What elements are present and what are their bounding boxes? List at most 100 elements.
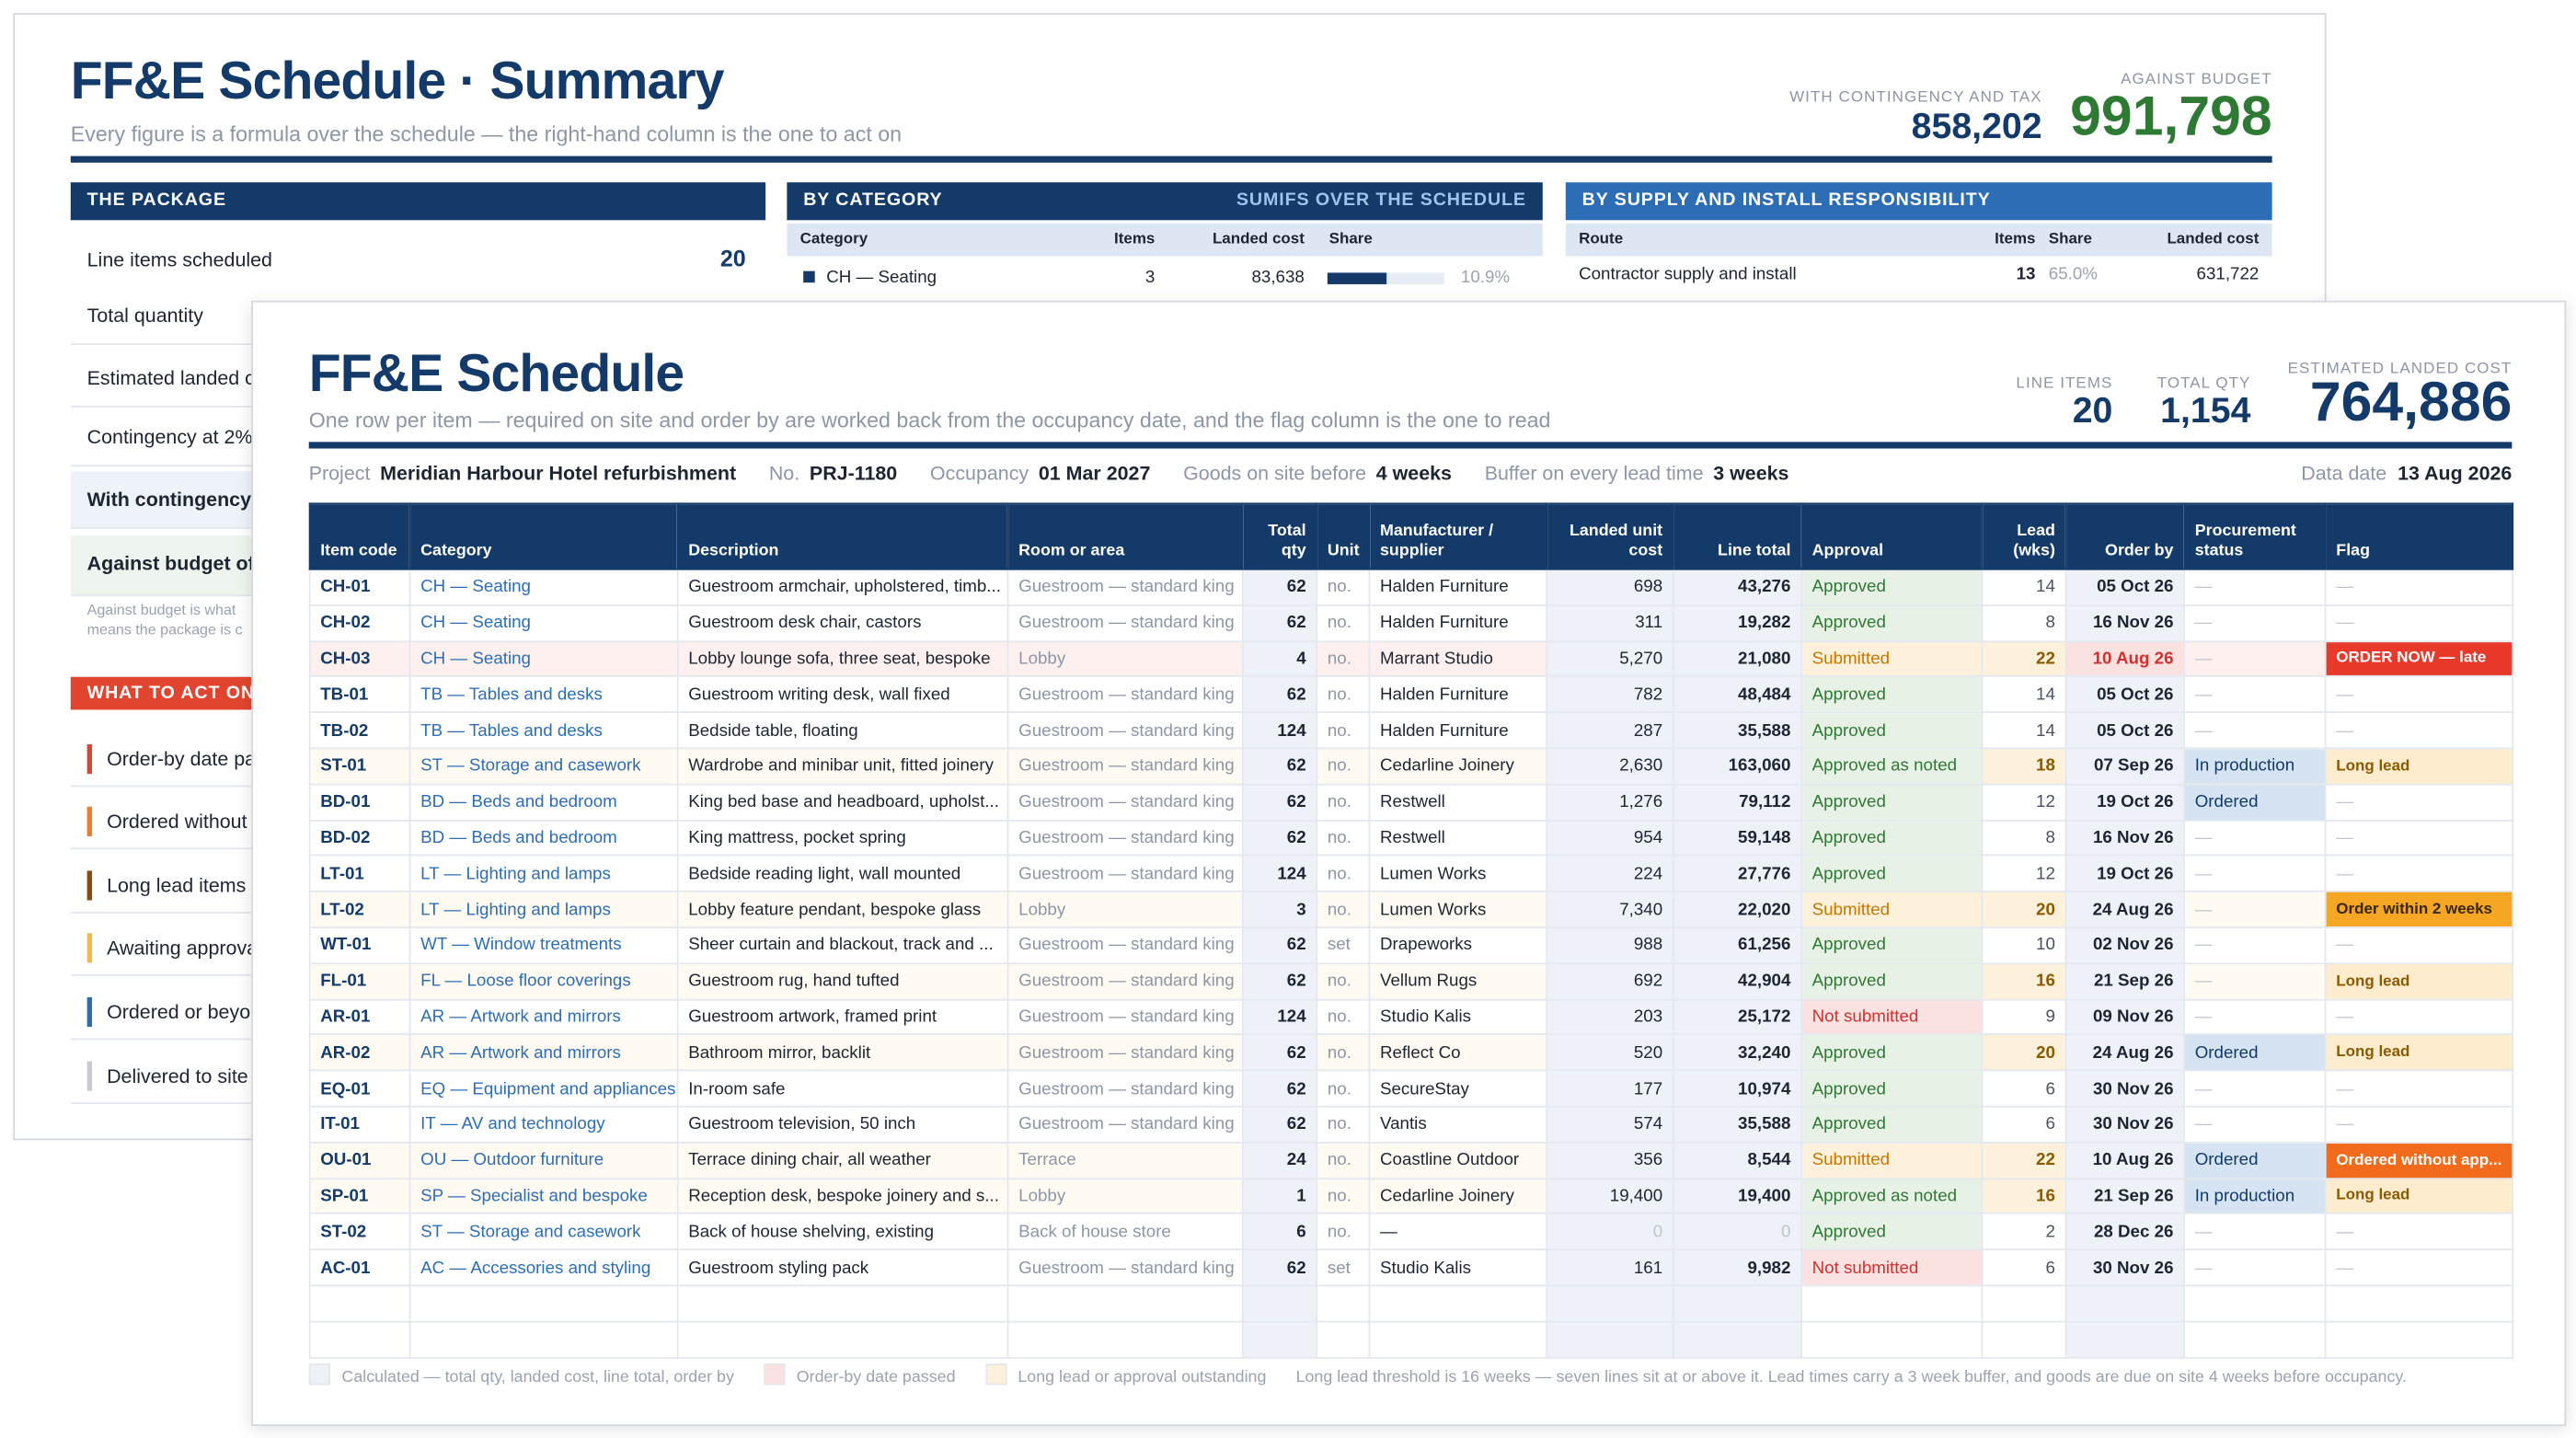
category-name: CH — Seating [826, 268, 937, 288]
meta-item: Buffer on every lead time 3 weeks [1485, 462, 1789, 485]
cell: — [2324, 783, 2514, 822]
cell: 161 [1546, 1248, 1674, 1287]
column-label: Share [1328, 229, 1373, 248]
cell: — [2324, 926, 2514, 964]
cell: OU — Outdoor furniture [408, 1141, 679, 1179]
cell: no. [1316, 639, 1371, 678]
cell: King bed base and headboard, upholst... [676, 783, 1009, 822]
meta-value: PRJ-1180 [809, 461, 898, 485]
cell: 62 [1241, 962, 1318, 1000]
cell: 18 [1981, 747, 2067, 786]
column-label: Items [1995, 229, 2036, 248]
cell: Submitted [1800, 891, 1984, 928]
act-label: Delivered to site [107, 1064, 248, 1088]
cell: 16 Nov 26 [2064, 819, 2185, 857]
cell: 21 Sep 26 [2064, 962, 2185, 1000]
cell: Bedside table, floating [676, 711, 1009, 750]
cell: ST — Storage and casework [408, 747, 679, 786]
cell: 12 [1981, 783, 2067, 822]
cell: WT-01 [308, 926, 411, 964]
cell: Vellum Rugs [1368, 962, 1548, 1000]
column-header: Room or area [1006, 502, 1244, 570]
cell: — [2183, 962, 2327, 1000]
cell: SecureStay [1368, 1069, 1548, 1108]
cell: LT — Lighting and lamps [408, 891, 679, 928]
cell: 09 Nov 26 [2064, 997, 2185, 1036]
cell: Ordered [2183, 1033, 2327, 1072]
cell: 4 [1241, 639, 1318, 678]
cell: BD — Beds and bedroom [408, 819, 679, 857]
column-header: Route Items Share Landed cost [1565, 223, 2272, 257]
cell: no. [1316, 1033, 1371, 1072]
cell: — [2183, 997, 2327, 1036]
cell: Guestroom armchair, upholstered, timb... [676, 568, 1009, 606]
category-swatch [803, 270, 815, 283]
cell: 1 [1241, 1177, 1318, 1215]
cell: 311 [1546, 604, 1674, 642]
cell: 287 [1546, 711, 1674, 750]
empty-cell [1241, 1284, 1318, 1323]
cell: 62 [1241, 926, 1318, 964]
cell: Guestroom — standard king [1006, 1069, 1244, 1108]
cell: Approved [1800, 783, 1984, 822]
cell: — [2324, 568, 2514, 606]
item-row: CH-01 CH — Seating Guestroom armchair, uph… [308, 568, 2514, 606]
item-row: CH-02 CH — Seating Guestroom desk chair, c… [308, 604, 2514, 642]
category-row: CH — Seating 3 83,638 10.9% [787, 259, 1542, 295]
empty-cell [1006, 1284, 1244, 1323]
cell: 22 [1981, 1141, 2067, 1179]
cell: — [2324, 1248, 2514, 1287]
cell: Ordered [2183, 1141, 2327, 1179]
cell: Approved [1800, 1033, 1984, 1072]
item-row: WT-01 WT — Window treatments Sheer curtain… [308, 926, 2514, 964]
cell: CH-01 [308, 568, 411, 606]
empty-cell [408, 1320, 679, 1358]
empty-cell [1800, 1284, 1984, 1323]
cell: 20 [1981, 891, 2067, 928]
cell: Guestroom television, 50 inch [676, 1105, 1009, 1144]
meta-label: Goods on site before [1183, 461, 1367, 485]
cell: TB-02 [308, 711, 411, 750]
cell: Guestroom — standard king [1006, 962, 1244, 1000]
empty-cell [308, 1284, 411, 1323]
cell: ST-02 [308, 1213, 411, 1251]
cell: Reception desk, bespoke joinery and s... [676, 1177, 1009, 1215]
column-header: Total qty [1241, 502, 1318, 570]
category-items: 3 [1144, 268, 1156, 288]
cell: ORDER NOW — late [2324, 639, 2514, 678]
cell: King mattress, pocket spring [676, 819, 1009, 857]
empty-cell [1316, 1320, 1371, 1358]
item-row: IT-01 IT — AV and technology Guestroom tel… [308, 1105, 2514, 1144]
schedule-subtitle: One row per item — required on site and … [308, 407, 1551, 432]
cell: 62 [1241, 604, 1318, 642]
column-label: Share [2048, 229, 2092, 248]
cell: CH — Seating [408, 604, 679, 642]
cell: set [1316, 1248, 1371, 1287]
cell: 62 [1241, 1069, 1318, 1108]
cell: Lumen Works [1368, 855, 1548, 892]
cell: 124 [1241, 855, 1318, 892]
cell: 30 Nov 26 [2064, 1069, 2185, 1108]
item-row: BD-02 BD — Beds and bedroom King mattress,… [308, 819, 2514, 857]
cell: FL-01 [308, 962, 411, 1000]
row-label: Total quantity [86, 304, 203, 328]
legend-swatch [308, 1363, 330, 1386]
cell: 177 [1546, 1069, 1674, 1108]
cell: BD-02 [308, 819, 411, 857]
column-label: Landed cost [1212, 229, 1305, 248]
cell: Lobby [1006, 1177, 1244, 1215]
item-row: CH-03 CH — Seating Lobby lounge sofa, thre… [308, 639, 2514, 678]
cell: Long lead [2324, 1033, 2514, 1072]
column-label: Route [1579, 229, 1624, 248]
empty-cell [1006, 1320, 1244, 1358]
category-cost: 83,638 [1251, 268, 1305, 288]
cell: 05 Oct 26 [2064, 675, 2185, 714]
cell: Approved [1800, 1105, 1984, 1144]
kpi-label: LINE ITEMS [2016, 374, 2113, 393]
empty-cell [676, 1284, 1009, 1323]
item-row: TB-02 TB — Tables and desks Bedside table,… [308, 711, 2514, 750]
cell: In production [2183, 1177, 2327, 1215]
panel-note: SUMIFS OVER THE SCHEDULE [1236, 190, 1526, 211]
cell: — [2324, 1213, 2514, 1251]
